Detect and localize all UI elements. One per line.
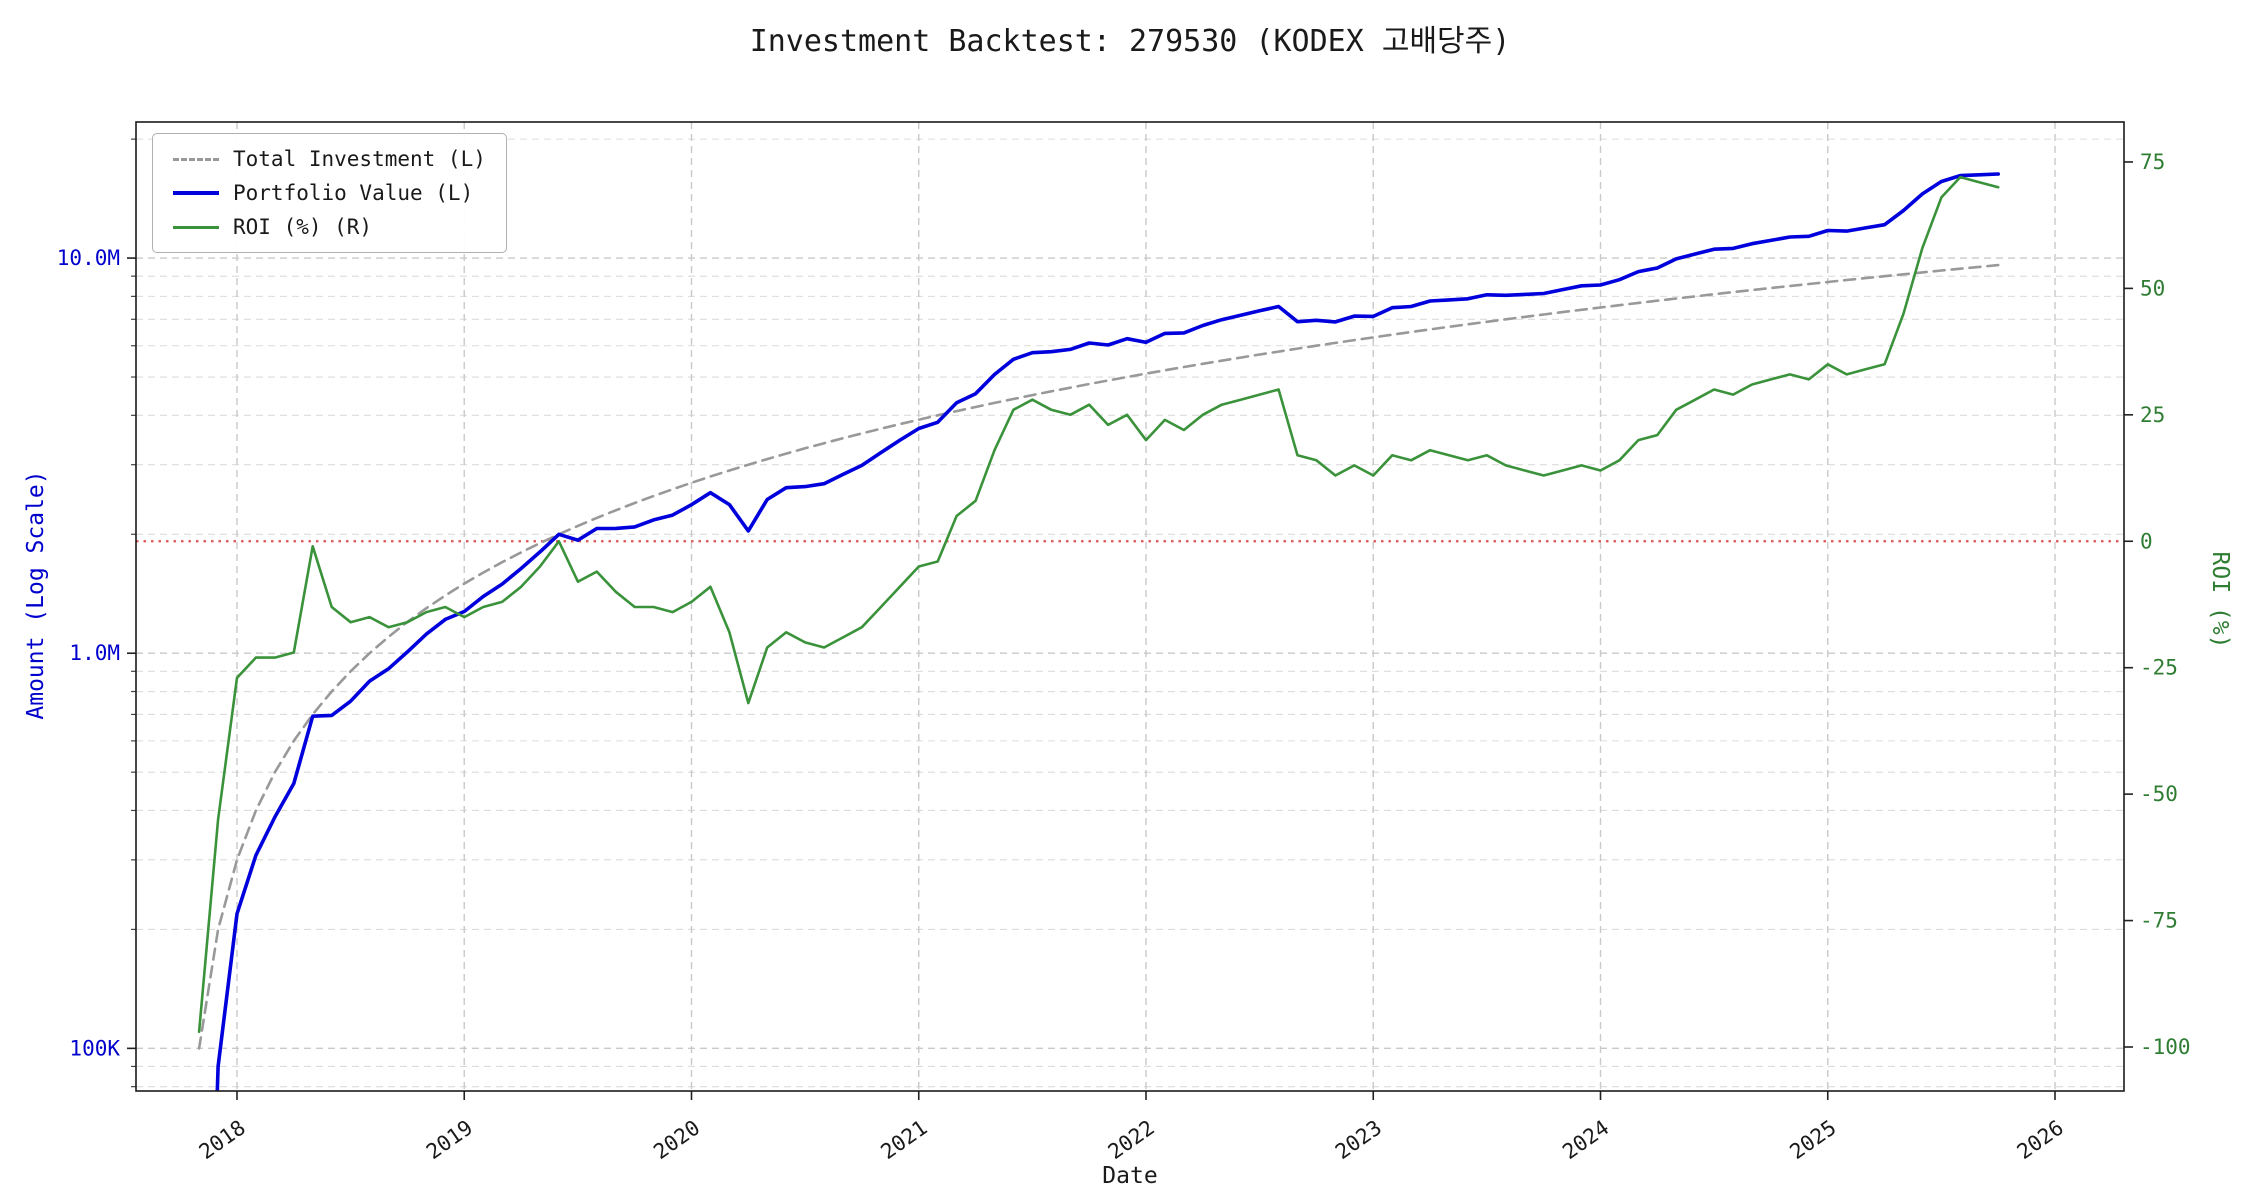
right-tick-label: 25 [2140, 403, 2165, 427]
x-tick-label: 2020 [649, 1115, 704, 1164]
legend-label: ROI (%) (R) [233, 215, 373, 239]
right-tick-label: -100 [2140, 1035, 2191, 1059]
green-line-sample-icon [173, 225, 219, 229]
legend-label: Portfolio Value (L) [233, 181, 474, 205]
left-tick-label: 100K [69, 1036, 120, 1060]
chart-title: Investment Backtest: 279530 (KODEX 고배당주) [749, 24, 1511, 59]
series-line-portfolio-value [215, 172, 2000, 1091]
left-tick-label: 10.0M [57, 246, 120, 270]
right-tick-label: -25 [2140, 656, 2178, 680]
series-lines [136, 172, 2124, 1091]
x-tick-label: 2026 [2013, 1115, 2068, 1164]
right-axis-title: ROI (%) [2207, 551, 2233, 649]
blue-line-sample-icon [173, 191, 219, 195]
legend-item-total-investment: Total Investment (L) [173, 147, 486, 171]
legend-item-roi: ROI (%) (R) [173, 215, 486, 239]
right-tick-label: -75 [2140, 909, 2178, 933]
left-axis-title: Amount (Log Scale) [23, 470, 49, 720]
legend-label: Total Investment (L) [233, 147, 486, 171]
left-tick-label: 1.0M [69, 641, 120, 665]
x-tick-label: 2019 [422, 1115, 477, 1164]
legend-item-portfolio-value: Portfolio Value (L) [173, 181, 486, 205]
plot-border [135, 121, 2125, 1092]
right-tick-label: 50 [2140, 276, 2165, 300]
x-tick-label: 2025 [1785, 1115, 1840, 1164]
x-axis-title: Date [1102, 1163, 1158, 1189]
dashed-line-sample-icon [173, 157, 219, 161]
x-tick-label: 2018 [195, 1115, 250, 1164]
series-line-total-investment [197, 263, 2000, 1050]
series-line-roi [197, 175, 2000, 1034]
gridlines [136, 122, 2124, 1091]
legend: Total Investment (L) Portfolio Value (L)… [152, 133, 507, 253]
x-tick-label: 2023 [1331, 1115, 1386, 1164]
x-tick-label: 2022 [1104, 1115, 1159, 1164]
x-tick-label: 2024 [1558, 1115, 1613, 1164]
right-tick-label: 75 [2140, 150, 2165, 174]
right-tick-label: -50 [2140, 782, 2178, 806]
x-tick-label: 2021 [876, 1115, 931, 1164]
right-tick-label: 0 [2140, 529, 2153, 553]
